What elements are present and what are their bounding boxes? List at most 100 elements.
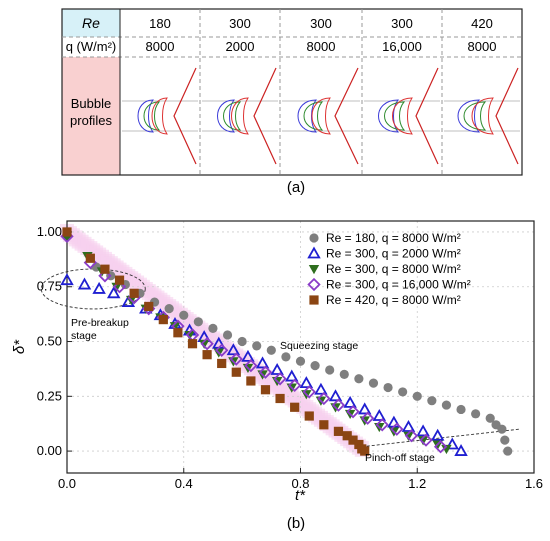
data-point bbox=[92, 281, 106, 294]
data-point bbox=[325, 365, 335, 375]
data-point bbox=[372, 408, 387, 421]
bubble-profile-curve bbox=[384, 101, 406, 131]
bubble-profile-drawings bbox=[122, 67, 520, 165]
y-tick-label: 1.00 bbox=[37, 224, 62, 239]
re-value: 420 bbox=[471, 16, 493, 31]
q-value: 2000 bbox=[226, 39, 255, 54]
axis-ticks: 0.0 0.4 0.8 1.2 1.6 0.00 0.25 0.50 0.75 1.00 bbox=[37, 224, 543, 491]
y-tick-label: 0.75 bbox=[37, 279, 62, 294]
bubble-profile-cell bbox=[202, 67, 278, 165]
data-point bbox=[60, 273, 74, 286]
q-value: 8000 bbox=[468, 39, 497, 54]
series-2 bbox=[60, 273, 468, 456]
caption-a: (a) bbox=[287, 179, 305, 196]
annotation-pinch-off: Pinch-off stage bbox=[365, 452, 435, 464]
data-point bbox=[266, 345, 276, 355]
q-value: 16,000 bbox=[382, 39, 422, 54]
legend-entry: Re = 300, q = 2000 W/m² bbox=[326, 247, 461, 261]
profiles-header-cell bbox=[62, 57, 120, 175]
bubble-profile-curve bbox=[303, 101, 324, 131]
series-5 bbox=[62, 227, 370, 456]
legend-marker bbox=[307, 277, 321, 292]
data-point bbox=[348, 435, 358, 445]
data-point bbox=[202, 350, 212, 360]
bubble-profile-curve bbox=[231, 97, 249, 135]
data-point bbox=[398, 387, 408, 397]
data-point bbox=[231, 367, 241, 377]
data-point bbox=[287, 378, 302, 393]
data-point bbox=[295, 356, 306, 366]
wedge-wall bbox=[253, 67, 277, 165]
bubble-profile-curve bbox=[392, 97, 413, 135]
legend-entry: Re = 420, q = 8000 W/m² bbox=[326, 293, 461, 307]
data-point bbox=[193, 317, 203, 327]
data-point bbox=[417, 436, 429, 446]
data-point bbox=[281, 352, 291, 362]
data-point bbox=[173, 328, 183, 338]
bubble-profile-cell bbox=[122, 67, 198, 165]
caption-b: (b) bbox=[287, 515, 305, 532]
data-point bbox=[503, 446, 513, 456]
data-point bbox=[285, 369, 299, 382]
data-points bbox=[60, 227, 513, 456]
re-value: 180 bbox=[149, 16, 171, 31]
data-point bbox=[404, 429, 419, 443]
re-value: 300 bbox=[229, 16, 251, 31]
y-tick-label: 0.50 bbox=[37, 334, 62, 349]
data-point bbox=[112, 280, 127, 294]
data-point bbox=[290, 402, 300, 412]
data-point bbox=[158, 315, 168, 325]
data-point bbox=[258, 365, 273, 379]
data-point bbox=[357, 402, 372, 415]
data-point bbox=[273, 372, 287, 386]
data-point bbox=[144, 301, 154, 312]
data-point bbox=[77, 277, 92, 290]
data-point bbox=[129, 288, 139, 298]
data-point bbox=[328, 389, 343, 402]
column-values: 180 8000 300 2000 300 8000 300 16,000 420 8000 bbox=[146, 16, 497, 54]
y-tick-label: 0.25 bbox=[37, 388, 62, 403]
bubble-profile-curve bbox=[471, 97, 494, 135]
header-profiles-line1: Bubble bbox=[71, 96, 111, 111]
data-point bbox=[343, 395, 357, 408]
bubble-profile-cell bbox=[282, 67, 360, 165]
y-tick-label: 0.00 bbox=[37, 443, 62, 458]
re-header-cell bbox=[62, 9, 120, 37]
x-tick-label: 0.0 bbox=[58, 476, 76, 491]
data-point bbox=[61, 234, 73, 244]
data-point bbox=[441, 444, 452, 455]
data-point bbox=[184, 330, 195, 341]
bubble-profile-curve bbox=[137, 99, 155, 133]
bubble-profile-curve bbox=[217, 99, 235, 133]
data-point bbox=[445, 437, 460, 450]
x-tick-label: 0.8 bbox=[291, 476, 309, 491]
data-point bbox=[100, 264, 110, 274]
annotation-pre-breakup-1: Pre-breakup bbox=[71, 317, 129, 329]
data-point bbox=[500, 435, 510, 445]
legend-marker bbox=[308, 265, 320, 275]
data-point bbox=[412, 391, 422, 401]
data-point bbox=[433, 440, 448, 454]
x-axis-label: t* bbox=[295, 487, 306, 504]
data-point bbox=[342, 431, 352, 441]
legend-marker bbox=[307, 246, 321, 259]
data-point bbox=[419, 433, 433, 447]
data-point bbox=[497, 424, 507, 434]
data-point bbox=[252, 341, 262, 351]
data-point bbox=[360, 411, 375, 425]
data-point bbox=[401, 419, 416, 432]
panel-a-table: Re q (W/m²) Bubble profiles 180 8000 300 20… bbox=[61, 8, 523, 196]
data-point bbox=[106, 286, 121, 299]
table-border bbox=[61, 8, 523, 176]
data-point bbox=[390, 422, 404, 436]
data-point bbox=[441, 400, 452, 410]
data-point bbox=[427, 396, 437, 406]
y-axis-label: δ* bbox=[11, 339, 28, 354]
q-value: 8000 bbox=[146, 39, 175, 54]
bubble-profile-curve bbox=[223, 101, 242, 131]
data-point bbox=[114, 275, 125, 285]
data-point bbox=[246, 376, 256, 386]
data-point bbox=[85, 253, 95, 263]
data-point bbox=[403, 431, 414, 441]
